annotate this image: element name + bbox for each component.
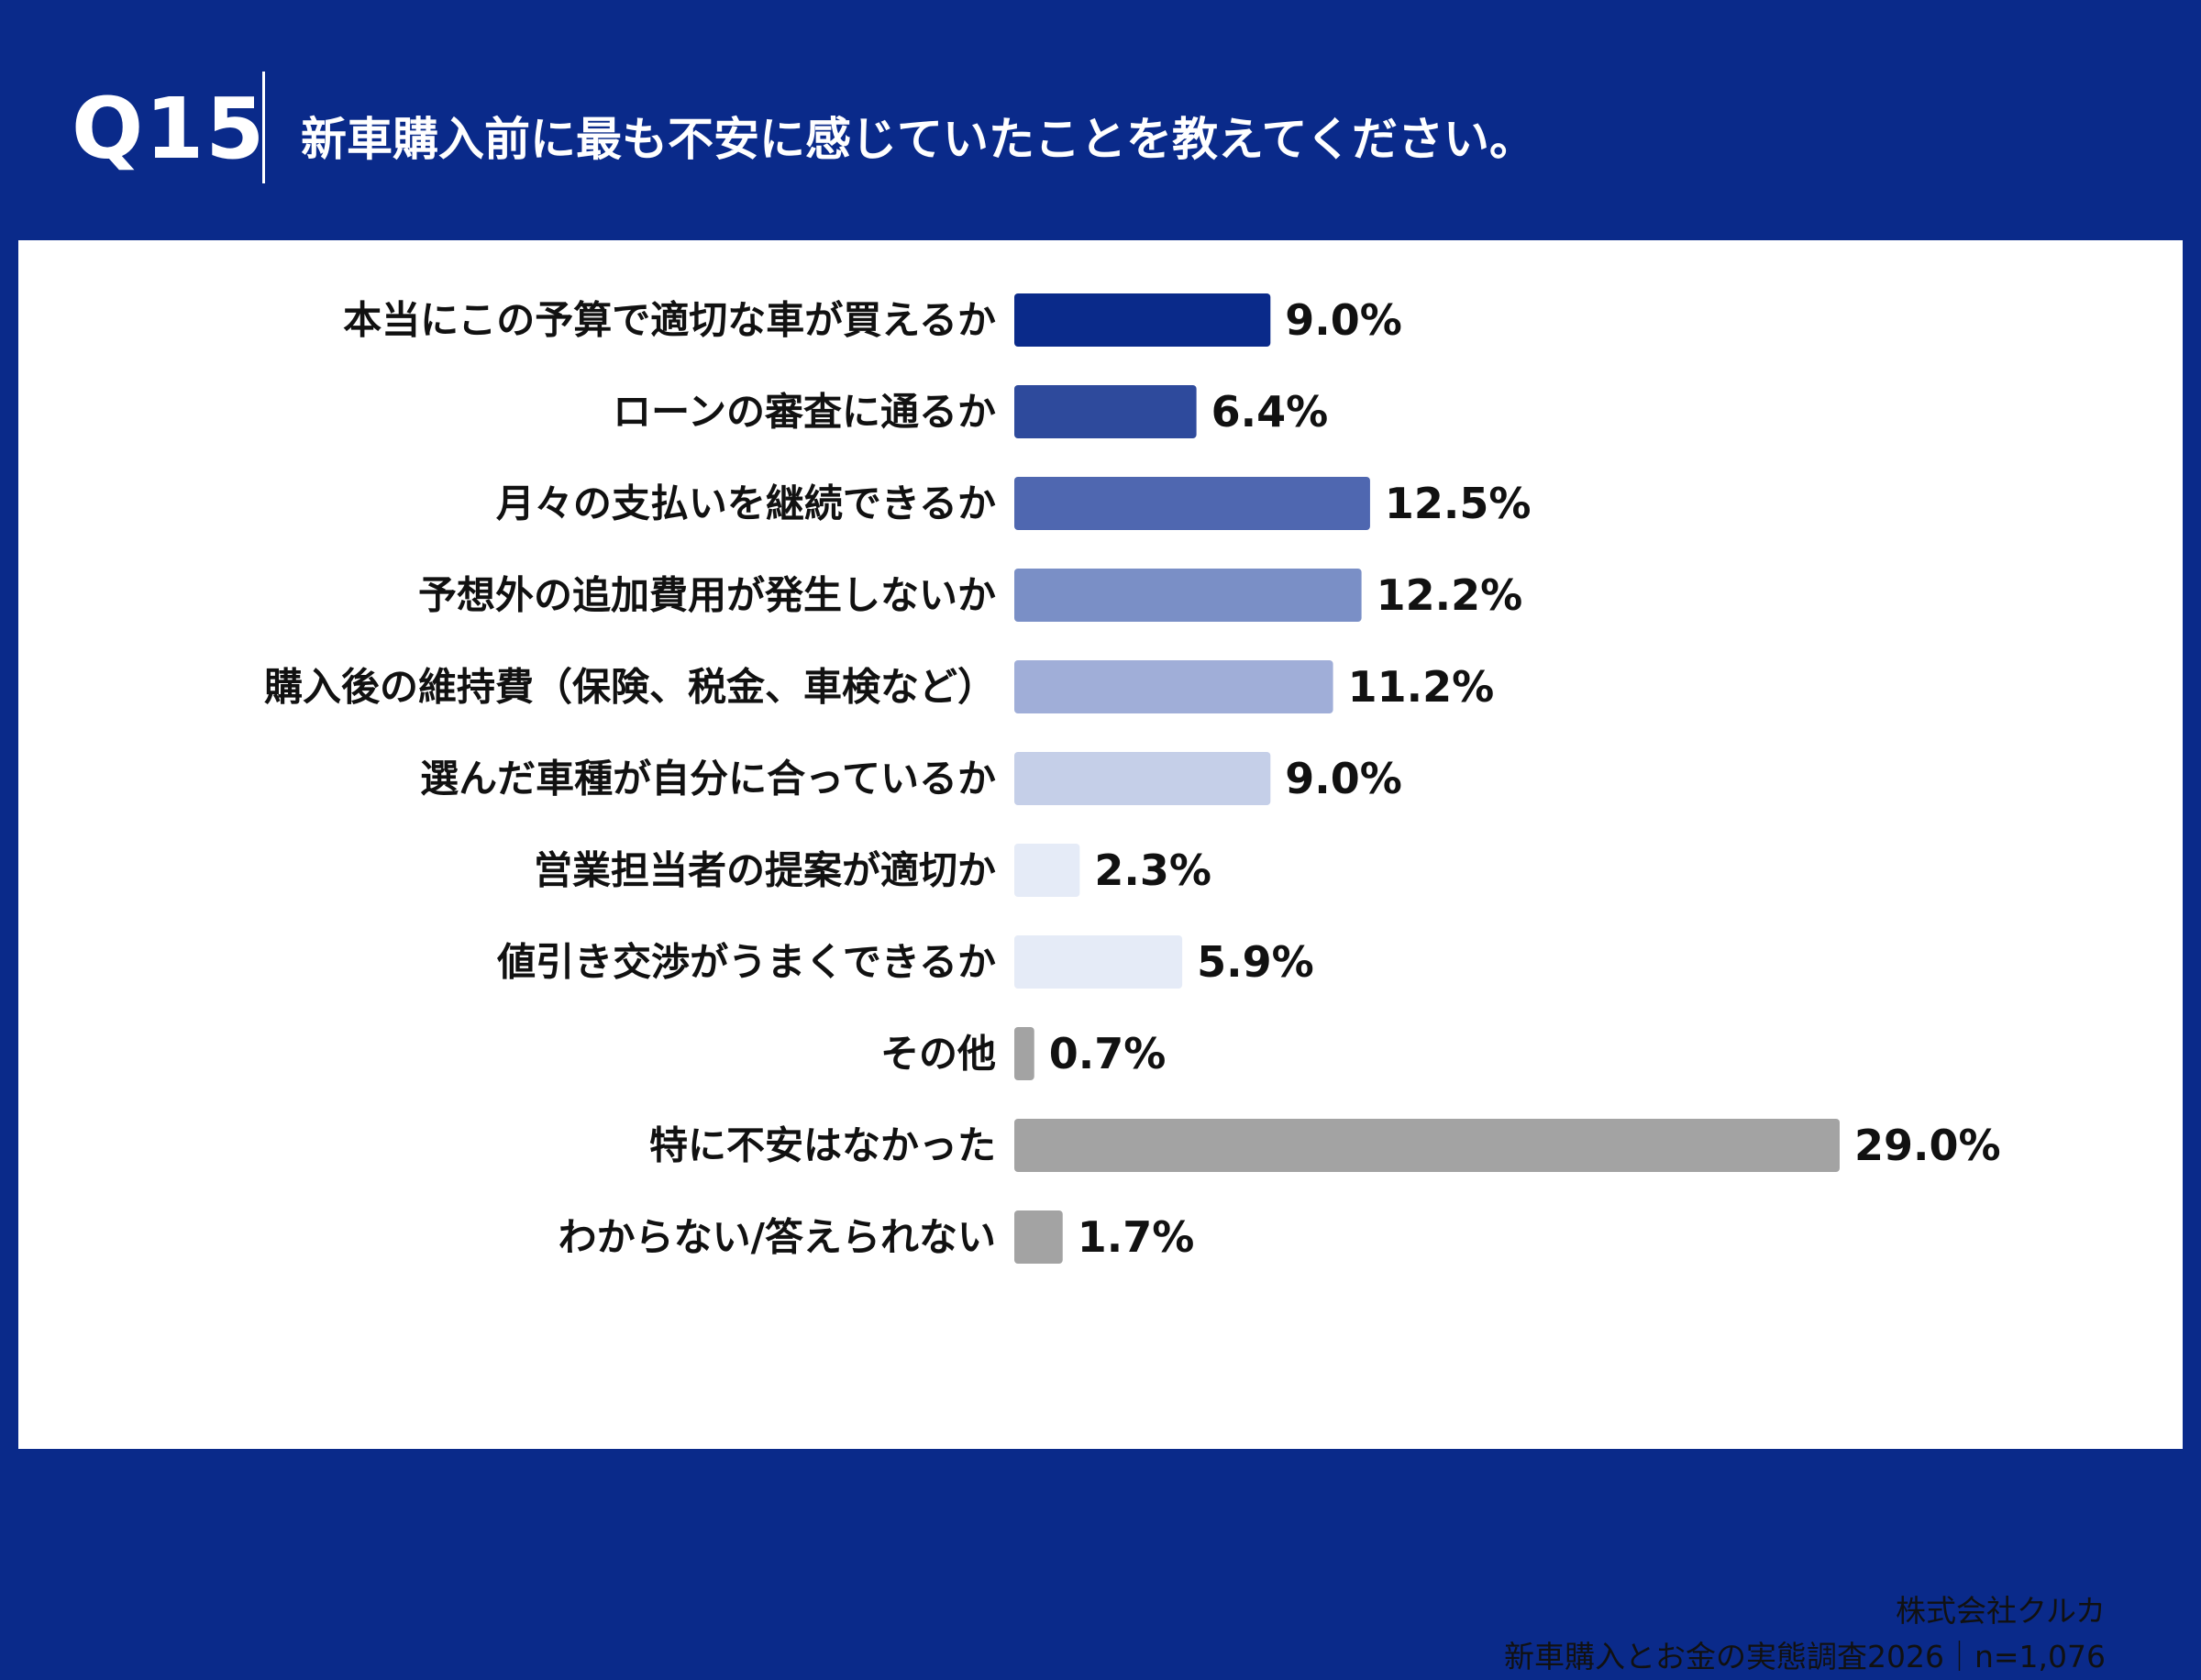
category-label: 値引き交渉がうまくできるか [496,940,996,985]
category-label: ローンの審査に通るか [613,390,996,435]
bar [1014,477,1370,530]
bar [1014,1210,1063,1264]
category-label: 営業担当者の提案が適切か [534,848,996,893]
value-label: 29.0% [1854,1121,2001,1170]
question-header: Q15 新車購入前に最も不安に感じていたことを教えてください。 [0,0,2201,238]
bar [1014,569,1362,622]
category-label: 選んだ車種が自分に合っているか [420,757,996,801]
bar [1014,1027,1034,1080]
source-note: 株式会社クルカ 新車購入とお金の実態調査2026｜n=1,076 [1504,1588,2106,1680]
category-label: 予想外の追加費用が発生しないか [418,573,996,618]
chart-card: 本当にこの予算で適切な車が買えるか 9.0% ローンの審査に通るか 6.4% 月々の支払… [18,240,2183,1674]
bar [1014,935,1183,989]
header-divider [262,72,265,183]
bar [1014,385,1197,438]
question-title: 新車購入前に最も不安に感じていたことを教えてください。 [301,113,1535,166]
bar [1014,660,1333,713]
category-label: 月々の支払いを継続できるか [496,481,996,526]
value-label: 2.3% [1094,846,1211,895]
category-label: わからない/答えられない [559,1215,996,1260]
value-label: 1.7% [1078,1212,1195,1262]
bar [1014,844,1080,897]
source-company: 株式会社クルカ [1895,1593,2106,1629]
source-survey: 新車購入とお金の実態調査2026｜n=1,076 [1503,1639,2106,1674]
value-label: 12.5% [1385,479,1532,528]
question-number: Q15 [72,80,267,178]
bar-chart: 本当にこの予算で適切な車が買えるか 9.0% ローンの審査に通るか 6.4% 月々の支払… [264,293,2001,1264]
value-label: 6.4% [1211,387,1329,437]
bar [1014,293,1271,347]
bar [1014,1119,1840,1172]
value-label: 5.9% [1197,937,1314,987]
category-label: 購入後の維持費（保険、税金、車検など） [264,665,996,710]
category-label: 特に不安はなかった [649,1123,996,1168]
category-label: 本当にこの予算で適切な車が買えるか [343,298,996,343]
value-label: 9.0% [1285,754,1402,803]
value-label: 0.7% [1049,1029,1167,1078]
value-label: 9.0% [1285,295,1402,345]
category-label: その他 [880,1032,996,1077]
value-label: 11.2% [1348,662,1495,712]
bar [1014,752,1271,805]
value-label: 12.2% [1377,570,1523,620]
